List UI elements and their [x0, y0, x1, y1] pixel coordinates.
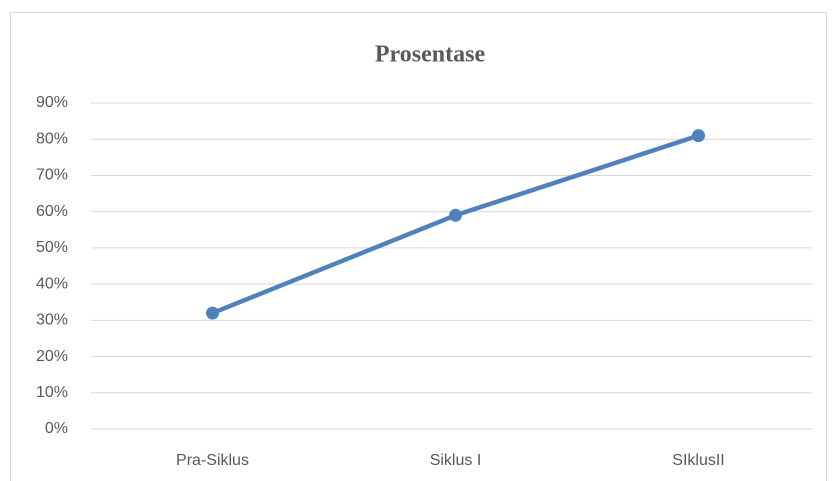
y-tick-label: 70% — [36, 167, 68, 184]
y-tick-label: 10% — [36, 384, 68, 401]
chart-title: Prosentase — [375, 42, 486, 68]
data-point — [449, 208, 462, 222]
y-tick-label: 50% — [36, 239, 68, 256]
y-tick-label: 40% — [36, 275, 68, 292]
y-tick-label: 90% — [36, 94, 68, 111]
x-tick-label: Pra-Siklus — [176, 452, 249, 469]
x-tick-label: SIklusII — [672, 452, 724, 469]
y-tick-label: 30% — [36, 312, 68, 329]
y-tick-label: 80% — [36, 130, 68, 147]
y-tick-label: 20% — [36, 348, 68, 365]
data-point — [206, 306, 219, 320]
y-tick-label: 60% — [36, 203, 68, 220]
x-tick-label: Siklus I — [430, 452, 482, 469]
data-point — [692, 129, 705, 143]
y-tick-label: 0% — [45, 420, 68, 437]
chart-border — [10, 12, 827, 481]
